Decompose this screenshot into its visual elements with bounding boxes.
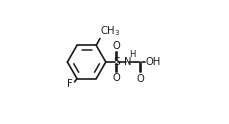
Text: O: O <box>113 73 121 83</box>
Text: H: H <box>129 50 135 59</box>
Text: S: S <box>113 57 120 67</box>
Text: O: O <box>113 41 121 51</box>
Text: OH: OH <box>145 57 161 67</box>
Text: CH$_3$: CH$_3$ <box>100 24 121 38</box>
Text: O: O <box>137 74 144 84</box>
Text: N: N <box>123 57 131 67</box>
Text: F: F <box>67 79 73 89</box>
